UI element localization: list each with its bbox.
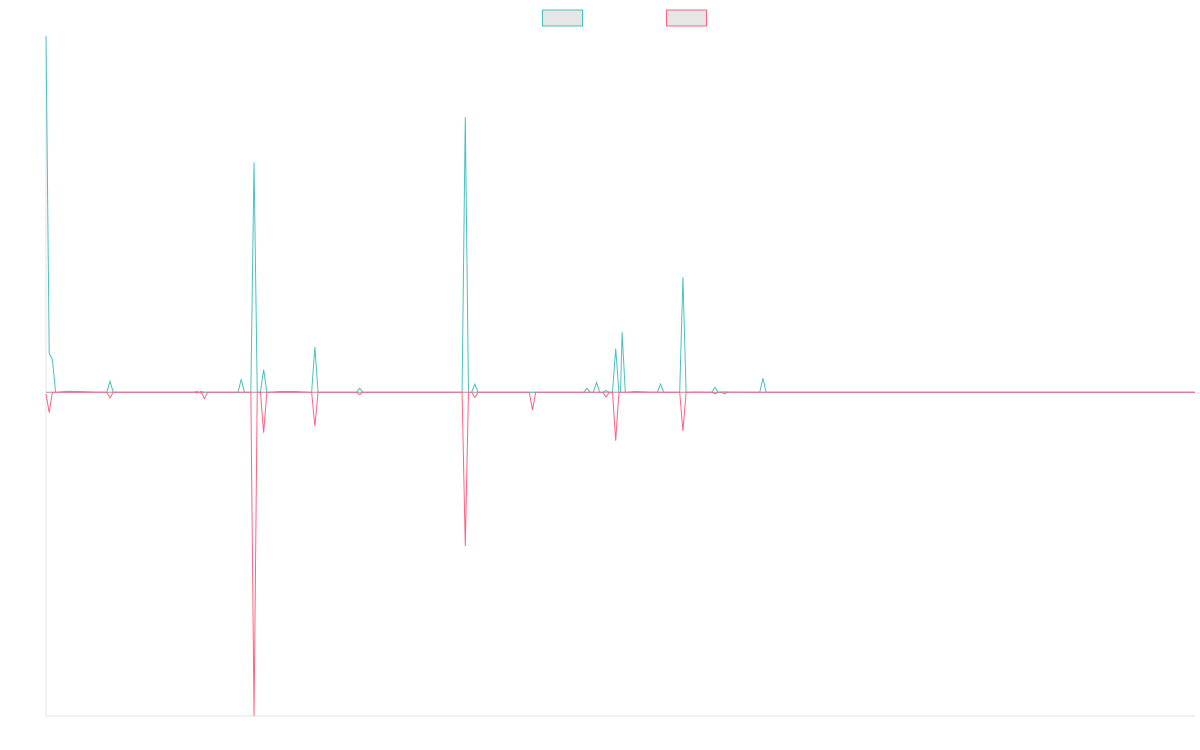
series-line-1 xyxy=(45,35,1195,393)
chart-legend xyxy=(542,9,707,27)
legend-swatch-2[interactable] xyxy=(666,9,707,27)
series-layer xyxy=(45,35,1195,717)
series-line-2 xyxy=(45,391,1195,717)
legend-swatch-1[interactable] xyxy=(542,9,583,27)
